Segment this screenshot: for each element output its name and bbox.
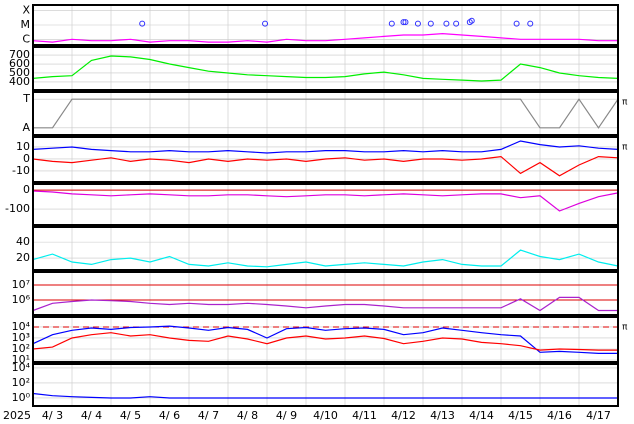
x-tick-label: 4/16 [547,409,572,422]
series-line [32,155,619,177]
flare-event [527,20,534,27]
series-line [32,140,619,154]
panel-frame [32,4,619,46]
y-tick-label: 10² [12,342,30,355]
x-tick-label: 4/13 [430,409,455,422]
y-tick-label: 500 [9,66,30,79]
x-tick-label: 4/ 6 [159,409,180,422]
y-tick-label: 400 [9,75,30,88]
x-tick-label: 4/ 8 [237,409,258,422]
series-line [33,98,619,129]
y-tick-label: T [22,92,30,105]
y-tick-label: 600 [9,57,30,70]
y-tick-label: A [22,121,30,134]
panel-frame [32,91,619,136]
x-tick-label: 4/ 9 [276,409,297,422]
flare-event [427,20,434,27]
flare-event [453,20,460,27]
y-tick-label: 10⁴ [12,320,31,333]
x-tick-label: 4/ 7 [198,409,219,422]
y-tick-label: M [21,18,31,31]
panel-frame [32,226,619,271]
panel-frame [32,183,619,226]
y-tick-label: 0 [23,152,30,165]
flare-event [414,20,421,27]
y-tick-label: 10³ [12,331,30,344]
x-tick-label: 4/12 [391,409,416,422]
y-tick-label: 10⁷ [12,278,30,291]
x-tick-label: 4/10 [313,409,338,422]
y-tick-label: 10⁰ [12,391,31,404]
y-tick-label: C [22,32,30,45]
x-tick-label: 4/14 [469,409,494,422]
panel-frame [32,46,619,91]
series-line [32,296,618,312]
y-tick-label: 0 [23,183,30,196]
x-tick-label: 4/17 [586,409,611,422]
y-tick-label: 20 [16,251,30,264]
y-tick-label: 700 [9,48,30,61]
flare-event [262,20,269,27]
series-line [32,325,618,354]
x-tick-label: 4/15 [508,409,533,422]
series-line [32,332,618,351]
panel-frame [32,136,619,183]
y-tick-label: -100 [5,202,30,215]
side-label: π [622,98,628,108]
series-line [32,392,618,399]
y-tick-label: -10 [12,164,30,177]
panel-frame [32,316,619,363]
flare-event [468,17,475,24]
series-line [32,190,619,212]
y-tick-label: 10² [12,376,30,389]
x-tick-label: 4/ 4 [81,409,102,422]
x-tick-label: 4/ 5 [120,409,141,422]
flare-event [513,20,520,27]
series-line [32,55,619,82]
panel-frame [32,363,619,407]
panel-frame [32,271,619,316]
flare-event [443,20,450,27]
side-label: π [622,143,628,153]
y-tick-label: 10 [16,140,30,153]
y-tick-label: 10⁴ [12,361,31,374]
flare-event [402,19,409,26]
x-tick-label: 4/ 3 [42,409,63,422]
y-tick-label: 10⁶ [12,293,31,306]
y-tick-label: X [22,4,30,17]
y-tick-label: 10¹ [12,353,30,366]
series-line [32,32,618,43]
flare-event [139,20,146,27]
y-tick-label: 40 [16,235,30,248]
flare-event [400,19,407,26]
side-label: π [622,323,628,333]
x-tick-label: 4/11 [352,409,377,422]
year-label: 2025 [3,409,31,422]
series-line [32,249,619,268]
flare-event [388,20,395,27]
